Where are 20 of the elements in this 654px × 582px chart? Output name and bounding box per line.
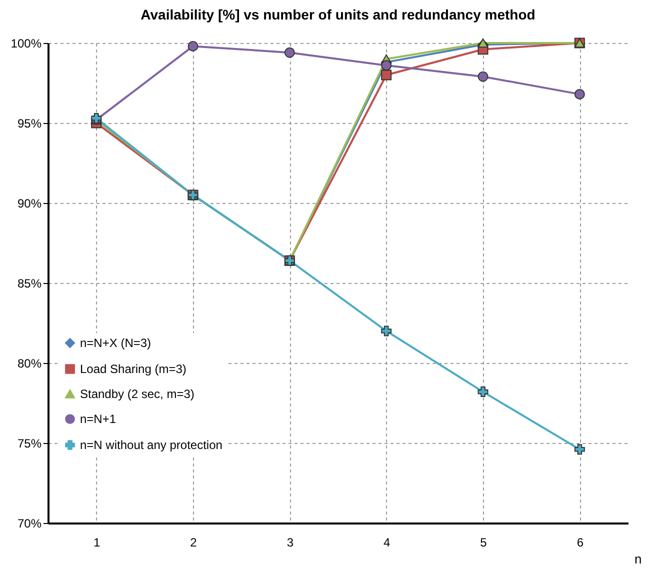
y-tick-label: 75% (17, 436, 42, 450)
x-tick-label: 6 (576, 536, 584, 550)
y-tick-label: 95% (17, 116, 42, 130)
y-tick-label: 85% (17, 276, 42, 290)
x-tick-label: 2 (190, 536, 198, 550)
legend-label: Standby (2 sec, m=3) (80, 387, 194, 401)
x-tick-label: 4 (383, 536, 390, 550)
x-tick-label: 1 (93, 536, 100, 550)
y-tick-label: 80% (17, 356, 42, 370)
x-tick-label: 5 (480, 536, 488, 550)
x-axis-title: n (634, 552, 642, 566)
x-tick-label: 3 (286, 536, 294, 550)
y-tick-label: 100% (10, 36, 42, 50)
y-tick-label: 90% (17, 196, 42, 210)
legend-label: n=N without any protection (80, 438, 222, 452)
legend-label: n=N+1 (80, 412, 116, 426)
legend-label: n=N+X (N=3) (80, 336, 152, 350)
legend-label: Load Sharing (m=3) (80, 362, 186, 376)
chart-title: Availability [%] vs number of units and redundancy method (140, 6, 536, 22)
y-tick-label: 70% (17, 516, 42, 530)
